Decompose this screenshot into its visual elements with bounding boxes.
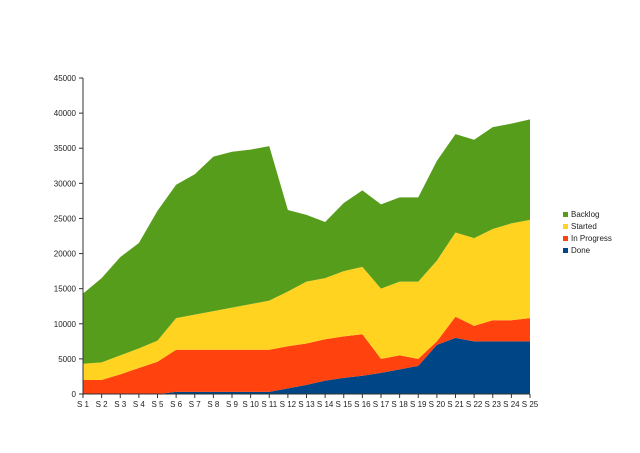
y-tick-label: 0 — [72, 390, 77, 399]
y-tick-label: 35000 — [54, 144, 77, 153]
x-tick-label: S 22 — [466, 400, 483, 409]
x-tick-label: S 11 — [261, 400, 277, 409]
x-tick-label: S 2 — [96, 400, 109, 409]
x-tick-label: S 18 — [391, 400, 408, 409]
x-tick-label: S 20 — [429, 400, 446, 409]
x-tick-label: S 14 — [317, 400, 334, 409]
x-tick-label: S 1 — [77, 400, 90, 409]
legend-label-backlog: Backlog — [571, 210, 599, 219]
legend-swatch-in-progress — [563, 236, 568, 241]
x-tick-label: S 13 — [298, 400, 315, 409]
legend: Backlog Started In Progress Done — [563, 210, 612, 255]
legend-swatch-started — [563, 224, 568, 229]
x-tick-label: S 19 — [410, 400, 427, 409]
area-done — [83, 337, 530, 394]
area-started — [83, 219, 530, 380]
x-tick-label: S 3 — [114, 400, 127, 409]
x-tick-label: S 5 — [151, 400, 164, 409]
x-tick-label: S 23 — [485, 400, 502, 409]
legend-swatch-backlog — [563, 212, 568, 217]
y-axis-ticks: 0 5000 10000 15000 20000 25000 30000 35000 40000… — [54, 74, 83, 399]
y-tick-label: 45000 — [54, 74, 77, 83]
legend-swatch-done — [563, 248, 568, 253]
legend-label-done: Done — [571, 246, 591, 255]
x-tick-label: S 10 — [242, 400, 259, 409]
x-tick-label: S 25 — [522, 400, 539, 409]
x-tick-label: S 16 — [354, 400, 371, 409]
y-tick-label: 10000 — [54, 320, 77, 329]
x-tick-label: S 8 — [207, 400, 220, 409]
y-tick-label: 25000 — [54, 214, 77, 223]
y-tick-label: 15000 — [54, 285, 77, 294]
y-tick-label: 20000 — [54, 250, 77, 259]
area-backlog — [83, 119, 530, 364]
legend-label-started: Started — [571, 222, 597, 231]
x-tick-label: S 21 — [447, 400, 464, 409]
x-tick-label: S 12 — [280, 400, 297, 409]
x-tick-label: S 6 — [170, 400, 183, 409]
x-tick-label: S 4 — [133, 400, 146, 409]
x-tick-label: S 24 — [503, 400, 520, 409]
x-tick-label: S 15 — [336, 400, 353, 409]
series-areas — [83, 119, 530, 394]
y-tick-label: 30000 — [54, 179, 77, 188]
x-tick-label: S 7 — [189, 400, 202, 409]
legend-label-in-progress: In Progress — [571, 234, 612, 243]
y-tick-label: 5000 — [58, 355, 76, 364]
x-tick-label: S 9 — [226, 400, 239, 409]
area-in-progress — [83, 316, 530, 394]
x-tick-label: S 17 — [373, 400, 390, 409]
y-tick-label: 40000 — [54, 109, 77, 118]
